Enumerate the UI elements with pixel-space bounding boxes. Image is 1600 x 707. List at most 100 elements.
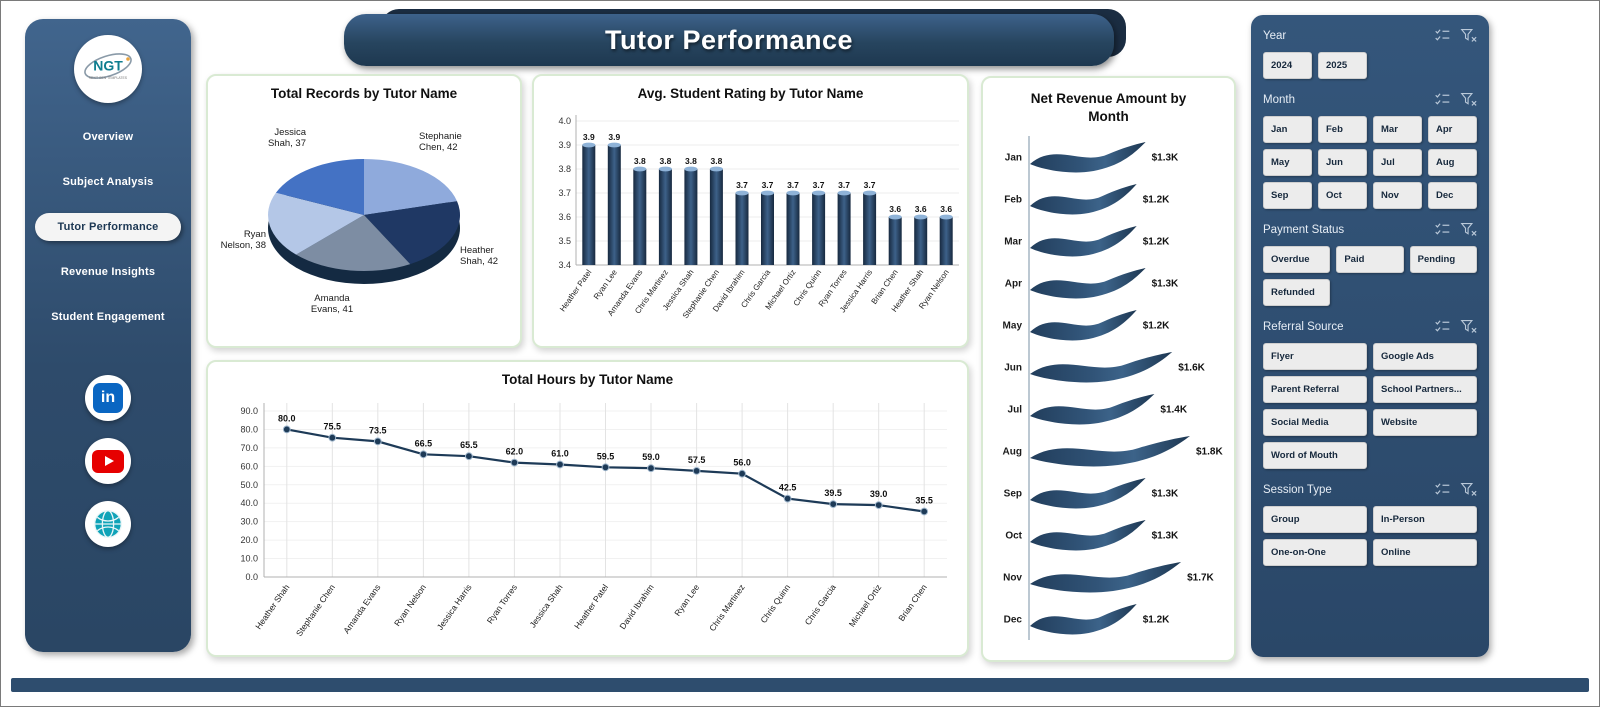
- filter-online[interactable]: Online: [1373, 539, 1477, 566]
- svg-text:3.8: 3.8: [685, 156, 697, 166]
- pie-slice: [296, 215, 411, 272]
- filter-group[interactable]: Group: [1263, 506, 1367, 533]
- filter-2024[interactable]: 2024: [1263, 52, 1312, 79]
- filter-apr[interactable]: Apr: [1428, 116, 1477, 143]
- filter-website[interactable]: Website: [1373, 409, 1477, 436]
- svg-text:3.6: 3.6: [889, 204, 901, 214]
- svg-text:3.5: 3.5: [558, 236, 571, 246]
- filter-parent-referral[interactable]: Parent Referral: [1263, 376, 1367, 403]
- ribbon-shape: [1029, 352, 1172, 383]
- svg-text:65.5: 65.5: [460, 440, 478, 450]
- ribbon-shape: [1029, 436, 1190, 467]
- filter-google-ads[interactable]: Google Ads: [1373, 343, 1477, 370]
- filter-paid[interactable]: Paid: [1336, 246, 1404, 273]
- svg-text:Chris Garcia: Chris Garcia: [803, 582, 838, 627]
- website-link[interactable]: [85, 501, 131, 547]
- svg-text:3.9: 3.9: [558, 140, 571, 150]
- bar: [633, 169, 647, 265]
- bar: [709, 169, 723, 265]
- svg-text:Jan: Jan: [1004, 153, 1021, 164]
- svg-text:May: May: [1002, 321, 1022, 332]
- multiselect-icon[interactable]: [1434, 27, 1451, 44]
- line-chart: 0.0 10.0 20.0 30.0 40.0 50.0 60.0 70.0 80.0 90.0 H…: [240, 403, 947, 638]
- sidebar-item-subject-analysis[interactable]: Subject Analysis: [62, 176, 154, 188]
- slicer-year: Year 2024 2025: [1263, 27, 1477, 79]
- filter-2025[interactable]: 2025: [1318, 52, 1367, 79]
- ribbon-shape: [1029, 394, 1154, 425]
- sidebar-item-student-engagement[interactable]: Student Engagement: [51, 311, 165, 323]
- sidebar-item-revenue-insights[interactable]: Revenue Insights: [60, 266, 156, 278]
- svg-text:39.0: 39.0: [870, 489, 888, 499]
- filter-social-media[interactable]: Social Media: [1263, 409, 1367, 436]
- svg-text:Ryan Torres: Ryan Torres: [485, 582, 519, 625]
- clear-filter-icon[interactable]: [1460, 318, 1477, 335]
- svg-text:70.0: 70.0: [240, 443, 258, 453]
- filter-may[interactable]: May: [1263, 149, 1312, 176]
- svg-text:59.5: 59.5: [597, 451, 615, 461]
- pie-chart: Stephanie Chen, 42 Heather Shah, 42 Amanda Ev…: [221, 127, 498, 315]
- youtube-link[interactable]: [85, 438, 131, 484]
- multiselect-icon[interactable]: [1434, 221, 1451, 238]
- filter-flyer[interactable]: Flyer: [1263, 343, 1367, 370]
- filter-sep[interactable]: Sep: [1263, 182, 1312, 209]
- svg-text:3.9: 3.9: [583, 132, 595, 142]
- filter-jul[interactable]: Jul: [1373, 149, 1422, 176]
- filter-jan[interactable]: Jan: [1263, 116, 1312, 143]
- filter-oct[interactable]: Oct: [1318, 182, 1367, 209]
- svg-text:Stephanie Chen: Stephanie Chen: [294, 582, 337, 638]
- filter-refunded[interactable]: Refunded: [1263, 279, 1331, 306]
- slicer-session-type: Session Type Group In-Person One-on-One Onli…: [1263, 481, 1477, 566]
- filter-aug[interactable]: Aug: [1428, 149, 1477, 176]
- filter-pending[interactable]: Pending: [1409, 246, 1477, 273]
- ribbon-shape: [1029, 478, 1146, 509]
- bar: [607, 145, 621, 265]
- youtube-icon: [92, 449, 124, 473]
- svg-text:$1.3K: $1.3K: [1151, 489, 1178, 500]
- svg-text:39.5: 39.5: [824, 488, 842, 498]
- sidebar-item-overview[interactable]: Overview: [82, 131, 134, 143]
- multiselect-icon[interactable]: [1434, 91, 1451, 108]
- filter-mar[interactable]: Mar: [1373, 116, 1422, 143]
- svg-text:$1.4K: $1.4K: [1160, 405, 1187, 416]
- svg-text:50.0: 50.0: [240, 480, 258, 490]
- clear-filter-icon[interactable]: [1460, 481, 1477, 498]
- multiselect-icon[interactable]: [1434, 318, 1451, 335]
- ribbon-shape: [1029, 184, 1137, 215]
- line-point: [510, 458, 519, 467]
- svg-text:60.0: 60.0: [240, 461, 258, 471]
- filter-nov[interactable]: Nov: [1373, 182, 1422, 209]
- filter-feb[interactable]: Feb: [1318, 116, 1367, 143]
- linkedin-icon: in: [93, 383, 123, 413]
- pie-card: Total Records by Tutor Name Stephanie Che…: [206, 74, 522, 348]
- line-point: [738, 469, 746, 478]
- bar: [684, 169, 698, 265]
- filter-in-person[interactable]: In-Person: [1373, 506, 1477, 533]
- clear-filter-icon[interactable]: [1460, 27, 1477, 44]
- sidebar-item-tutor-performance[interactable]: Tutor Performance: [35, 213, 181, 241]
- social-links: in: [85, 375, 131, 547]
- svg-text:61.0: 61.0: [551, 449, 569, 459]
- svg-text:Nov: Nov: [1003, 573, 1022, 584]
- bar: [761, 193, 774, 265]
- bar: [582, 145, 596, 265]
- clear-filter-icon[interactable]: [1460, 221, 1477, 238]
- slicer-title: Payment Status: [1263, 223, 1345, 236]
- filter-word-of-mouth[interactable]: Word of Mouth: [1263, 442, 1367, 469]
- linkedin-link[interactable]: in: [85, 375, 131, 421]
- multiselect-icon[interactable]: [1434, 481, 1451, 498]
- pie-slice: [268, 192, 364, 255]
- svg-text:$1.3K: $1.3K: [1151, 279, 1178, 290]
- filter-overdue[interactable]: Overdue: [1263, 246, 1331, 273]
- filter-jun[interactable]: Jun: [1318, 149, 1367, 176]
- filter-one-on-one[interactable]: One-on-One: [1263, 539, 1367, 566]
- svg-text:66.5: 66.5: [415, 438, 433, 448]
- slicer-month: Month Jan Feb Mar Apr May Jun Jul Aug Sep Oct Nov De…: [1263, 91, 1477, 209]
- svg-text:Ryan Lee: Ryan Lee: [672, 582, 701, 618]
- filter-dec[interactable]: Dec: [1428, 182, 1477, 209]
- line-point: [601, 463, 610, 472]
- filter-school-partners[interactable]: School Partners...: [1373, 376, 1477, 403]
- clear-filter-icon[interactable]: [1460, 91, 1477, 108]
- svg-text:62.0: 62.0: [506, 447, 524, 457]
- svg-text:Heather Patel: Heather Patel: [572, 582, 610, 630]
